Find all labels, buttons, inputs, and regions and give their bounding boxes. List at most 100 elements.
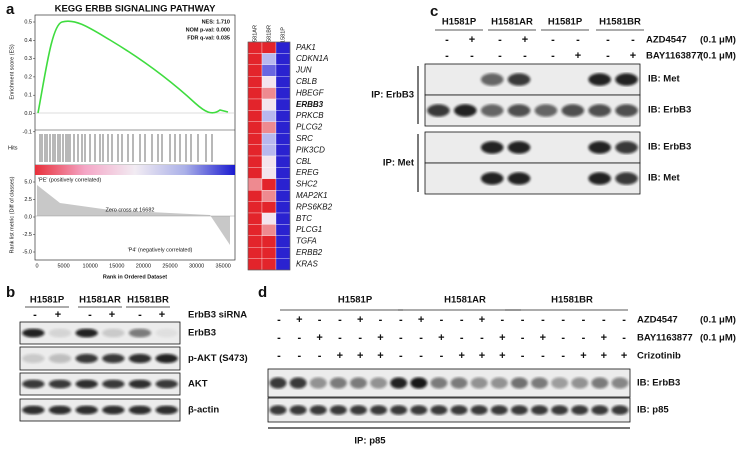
band (534, 104, 558, 117)
panel-label: d (258, 284, 267, 301)
blot (267, 368, 631, 398)
sign: + (357, 350, 363, 362)
band (588, 104, 611, 117)
heatmap-cell (247, 167, 263, 179)
band (561, 104, 585, 117)
blot-label: IB: ErbB3 (648, 105, 691, 116)
ip-label: IP: ErbB3 (371, 90, 414, 101)
band (588, 73, 611, 86)
heatmap-cell (275, 87, 291, 100)
heatmap-cell (247, 76, 263, 88)
heatmap-cell (247, 110, 263, 122)
band (571, 377, 589, 389)
cell-line: H1581BR (127, 295, 169, 306)
gene-label: ERBB2 (296, 248, 323, 257)
tick-label: 5000 (57, 263, 69, 269)
tick-label: 2.5 (24, 197, 32, 203)
sign: - (399, 332, 403, 344)
sign: - (445, 50, 449, 62)
gsea-frame (34, 14, 236, 261)
sign: - (358, 332, 362, 344)
blot (19, 398, 181, 422)
blot (267, 397, 631, 423)
panel-label: a (6, 1, 15, 18)
sign: - (602, 314, 606, 326)
band (470, 405, 488, 415)
sign: - (338, 314, 342, 326)
panel-a (34, 14, 236, 261)
gene-label: PIK3CD (296, 145, 325, 154)
band (370, 377, 388, 389)
heatmap-cell (261, 53, 277, 65)
band (309, 377, 327, 389)
heatmap-cell (275, 76, 291, 88)
blot-label: ErbB3 (188, 328, 216, 339)
heatmap-cell (275, 258, 291, 271)
band (490, 377, 508, 389)
band (350, 405, 367, 415)
gsea-title: KEGG ERBB SIGNALING PATHWAY (55, 4, 216, 15)
heatmap-cell (275, 224, 291, 236)
hits (39, 134, 213, 162)
band (370, 405, 388, 415)
heatmap-cell (247, 98, 263, 111)
blot-label: p-AKT (S473) (188, 353, 248, 364)
band (22, 379, 45, 389)
band (410, 405, 428, 415)
sign: - (631, 34, 635, 46)
tick-label: 15000 (109, 263, 124, 269)
band (329, 405, 347, 415)
sign: + (418, 314, 424, 326)
tick-label: 0.3 (24, 56, 32, 62)
band (75, 379, 98, 389)
cell-line: H1581P (548, 17, 583, 28)
band (48, 353, 72, 364)
heatmap-cell (275, 41, 291, 54)
es-curve (37, 20, 229, 114)
band (350, 377, 367, 389)
band (22, 328, 45, 338)
band (128, 379, 152, 389)
heatmap-cell (261, 133, 277, 145)
heatmap-cell (261, 76, 277, 88)
sign: - (551, 50, 555, 62)
sign: - (470, 50, 474, 62)
ip-label: IP: p85 (354, 436, 386, 447)
tick-label: 30000 (189, 263, 204, 269)
tick-label: 0.0 (24, 111, 32, 117)
sign: - (551, 34, 555, 46)
gsea-stat: NOM p-val: 0.000 (186, 27, 230, 33)
sign: - (498, 50, 502, 62)
sign: + (499, 332, 505, 344)
sign: + (458, 350, 464, 362)
heatmap-cell (247, 133, 263, 145)
sign: - (138, 309, 142, 321)
band (507, 172, 531, 185)
sign: - (622, 314, 626, 326)
gene-label: CBLB (296, 77, 318, 86)
band (588, 172, 611, 185)
band (611, 405, 629, 415)
heatmap-cell (275, 133, 291, 145)
heatmap-cell (275, 178, 291, 191)
sign: - (277, 314, 281, 326)
cell-line: H1581P (30, 295, 65, 306)
band (507, 104, 531, 117)
dose-label: (0.1 μM) (700, 35, 736, 46)
band (390, 405, 408, 415)
heatmap-cell (261, 41, 277, 54)
heatmap-cell (261, 201, 277, 214)
sign: - (277, 332, 281, 344)
dose-label: (0.1 μM) (700, 333, 736, 344)
band (75, 405, 98, 415)
heatmap-cell (261, 212, 277, 225)
cell-line: H1581AR (491, 17, 533, 28)
sign: + (109, 309, 115, 321)
heatmap-cell (275, 64, 291, 77)
sign: - (521, 314, 525, 326)
band (588, 141, 611, 154)
heatmap-cell (247, 121, 263, 134)
band (22, 405, 45, 415)
heatmap-cell (247, 247, 263, 259)
tick-label: 0.1 (24, 93, 32, 99)
